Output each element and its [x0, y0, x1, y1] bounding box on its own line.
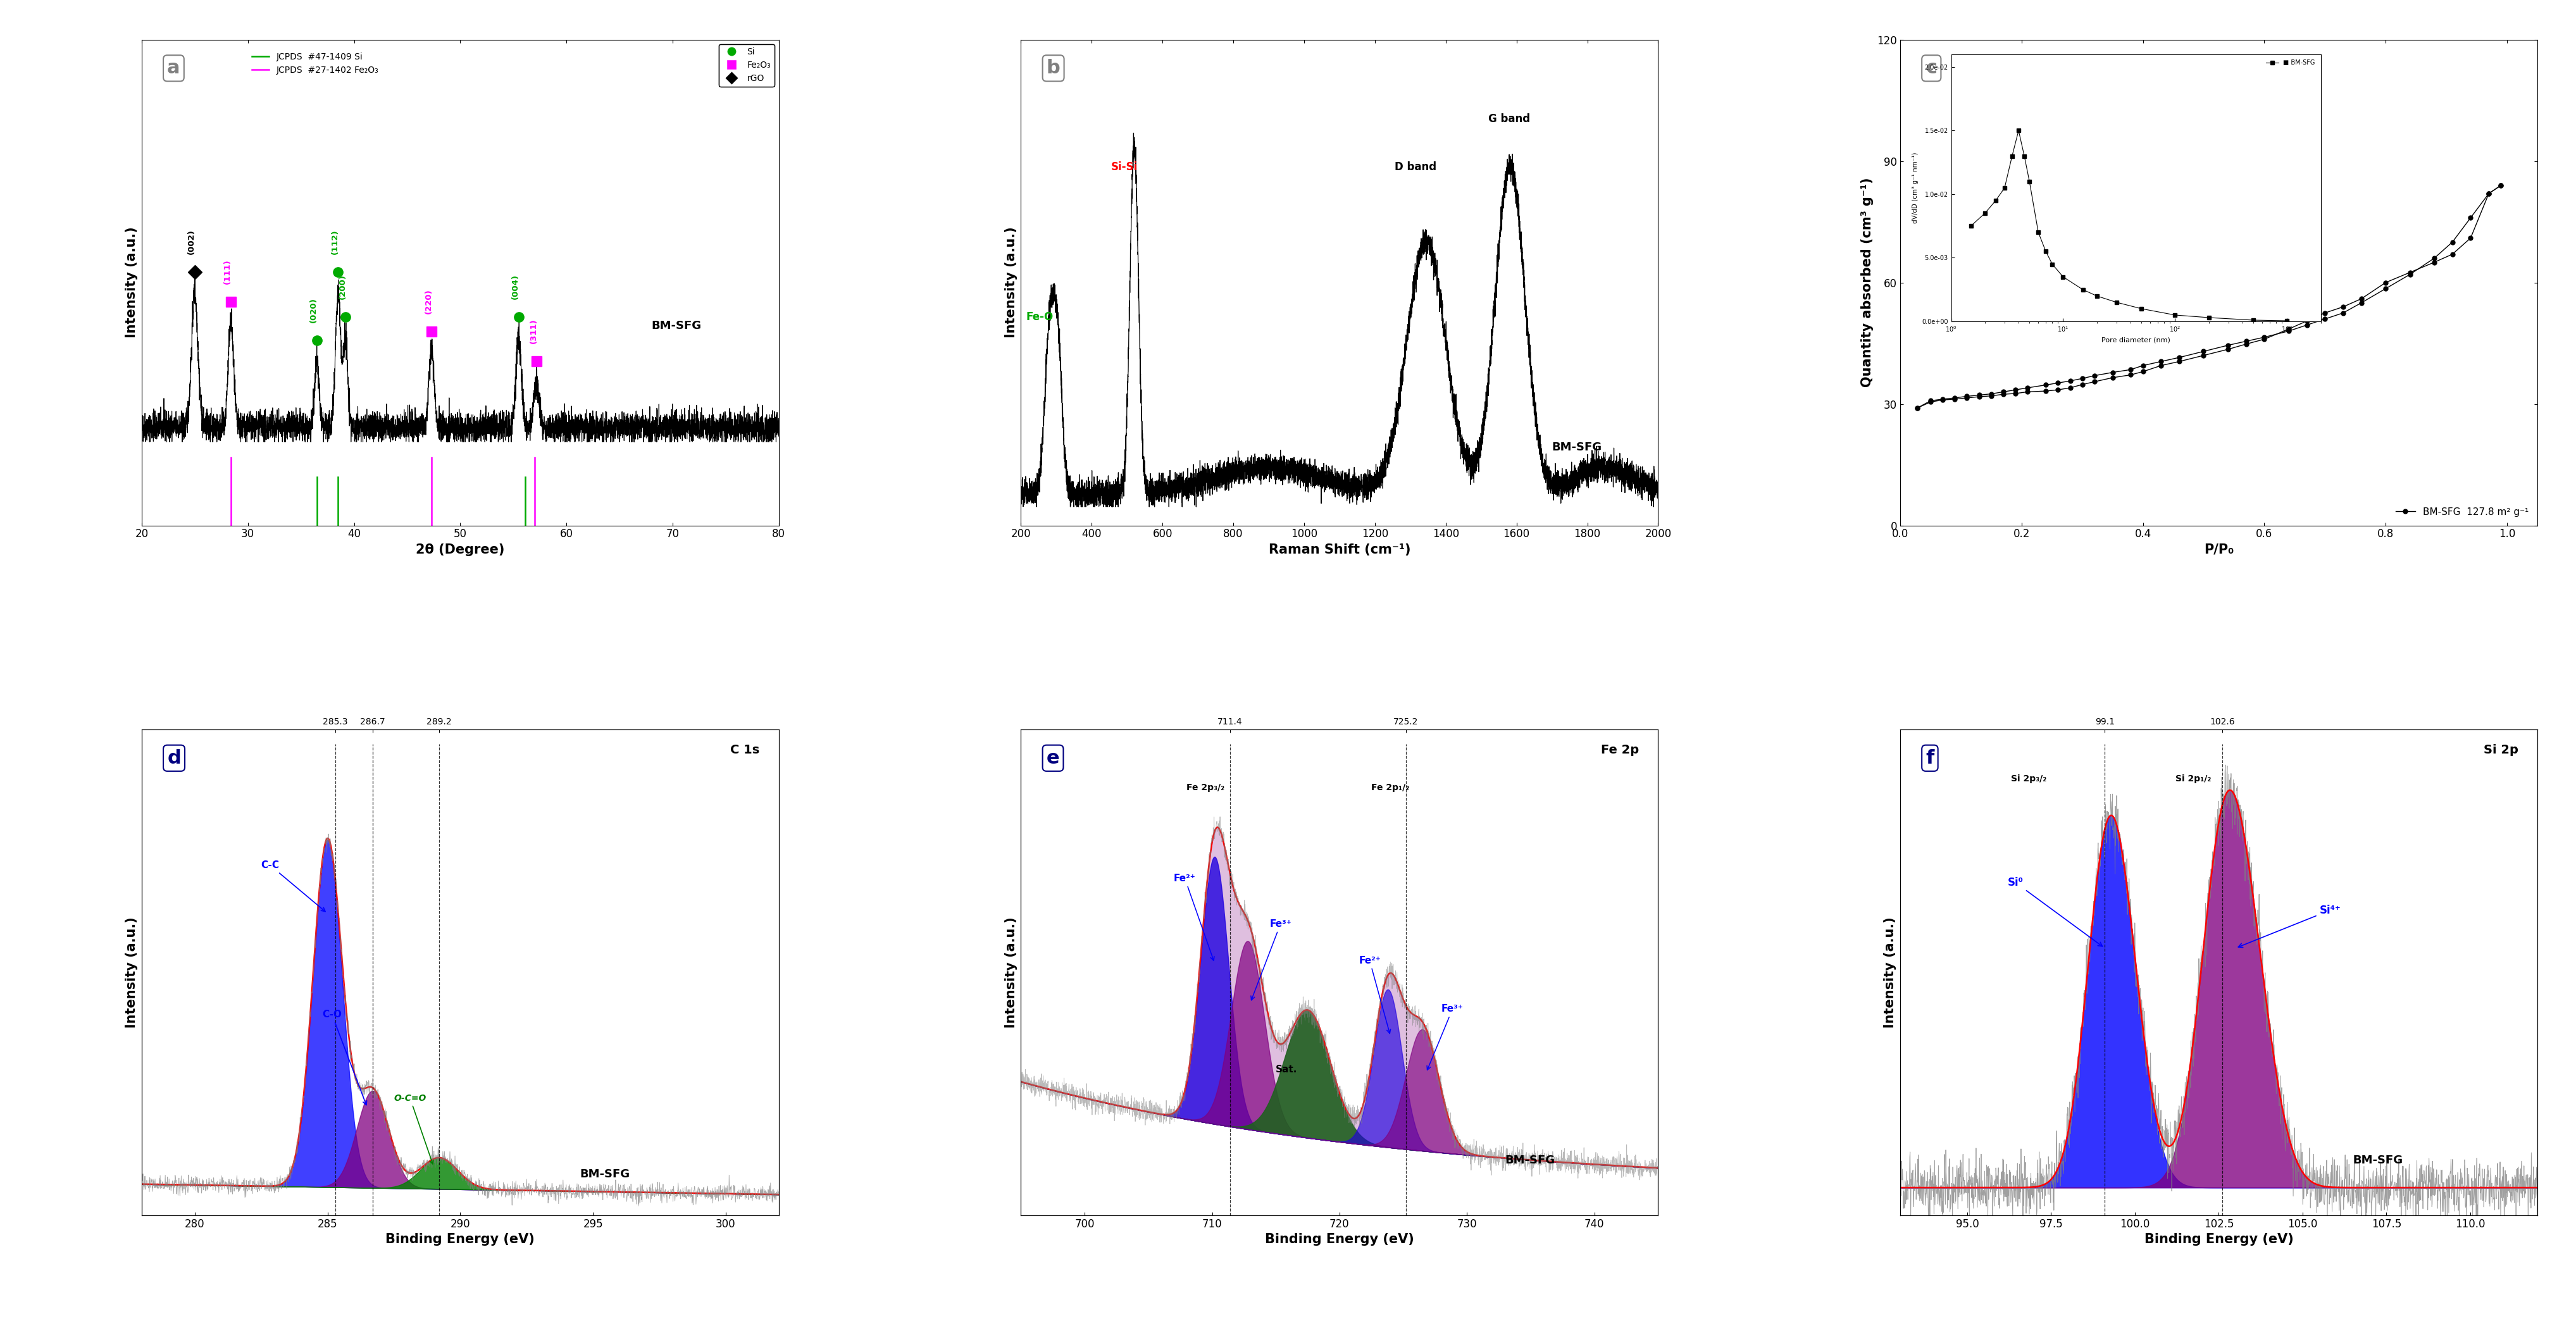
Text: Fe 2p: Fe 2p [1600, 744, 1638, 756]
Text: Si 2p: Si 2p [2483, 744, 2519, 756]
Y-axis label: Quantity absorbed (cm³ g⁻¹): Quantity absorbed (cm³ g⁻¹) [1860, 178, 1873, 387]
Text: C 1s: C 1s [732, 744, 760, 756]
Text: Fe²⁺: Fe²⁺ [1175, 873, 1213, 960]
Text: BM-SFG: BM-SFG [580, 1168, 629, 1180]
Text: Si 2p₁/₂: Si 2p₁/₂ [2174, 774, 2210, 783]
Text: a: a [167, 59, 180, 78]
Legend: Si, Fe₂O₃, rGO: Si, Fe₂O₃, rGO [719, 44, 775, 86]
Text: BM-SFG: BM-SFG [652, 320, 701, 332]
Text: f: f [1927, 749, 1935, 768]
Text: Si⁴⁺: Si⁴⁺ [2239, 905, 2342, 947]
X-axis label: Raman Shift (cm⁻¹): Raman Shift (cm⁻¹) [1267, 543, 1412, 556]
Text: e: e [1046, 749, 1059, 768]
Text: d: d [167, 749, 180, 768]
Text: Si⁰: Si⁰ [2007, 877, 2102, 946]
Text: C-O: C-O [322, 1011, 366, 1104]
Text: (200): (200) [337, 273, 348, 299]
X-axis label: P/P₀: P/P₀ [2205, 543, 2233, 556]
Text: O-C=O: O-C=O [394, 1094, 433, 1164]
X-axis label: Binding Energy (eV): Binding Energy (eV) [2143, 1234, 2293, 1246]
Y-axis label: Intensity (a.u.): Intensity (a.u.) [1005, 917, 1018, 1028]
Text: C-C: C-C [260, 861, 325, 911]
Text: (220): (220) [425, 289, 433, 314]
Text: (311): (311) [531, 318, 538, 343]
Y-axis label: Intensity (a.u.): Intensity (a.u.) [126, 917, 139, 1028]
Text: Sat.: Sat. [1275, 1065, 1298, 1074]
Text: BM-SFG: BM-SFG [2352, 1155, 2403, 1166]
Text: c: c [1927, 59, 1937, 78]
X-axis label: 2θ (Degree): 2θ (Degree) [415, 543, 505, 556]
Text: G band: G band [1489, 114, 1530, 124]
Text: BM-SFG: BM-SFG [1504, 1155, 1556, 1166]
Text: (112): (112) [330, 229, 340, 254]
Legend: BM-SFG  127.8 m² g⁻¹: BM-SFG 127.8 m² g⁻¹ [2393, 503, 2532, 520]
Text: Fe 2p₃/₂: Fe 2p₃/₂ [1188, 783, 1224, 793]
Text: BM-SFG: BM-SFG [1551, 441, 1602, 453]
Text: Fe 2p₁/₂: Fe 2p₁/₂ [1370, 783, 1409, 793]
Y-axis label: Intensity (a.u.): Intensity (a.u.) [1005, 227, 1018, 338]
Y-axis label: Intensity (a.u.): Intensity (a.u.) [1883, 917, 1896, 1028]
Text: Fe-O: Fe-O [1025, 310, 1054, 322]
Text: Si 2p₃/₂: Si 2p₃/₂ [2012, 774, 2045, 783]
Text: (111): (111) [224, 259, 232, 284]
Text: (020): (020) [309, 297, 317, 322]
X-axis label: Binding Energy (eV): Binding Energy (eV) [1265, 1234, 1414, 1246]
Text: (004): (004) [513, 273, 520, 299]
X-axis label: Binding Energy (eV): Binding Energy (eV) [386, 1234, 536, 1246]
Text: Fe²⁺: Fe²⁺ [1358, 955, 1391, 1033]
Text: Si-Si: Si-Si [1110, 161, 1139, 173]
Text: (002): (002) [188, 229, 196, 254]
Text: Fe³⁺: Fe³⁺ [1427, 1004, 1463, 1070]
Text: Fe³⁺: Fe³⁺ [1252, 919, 1291, 1000]
Text: b: b [1046, 59, 1061, 78]
Y-axis label: Intensity (a.u.): Intensity (a.u.) [126, 227, 139, 338]
Text: D band: D band [1394, 161, 1437, 173]
